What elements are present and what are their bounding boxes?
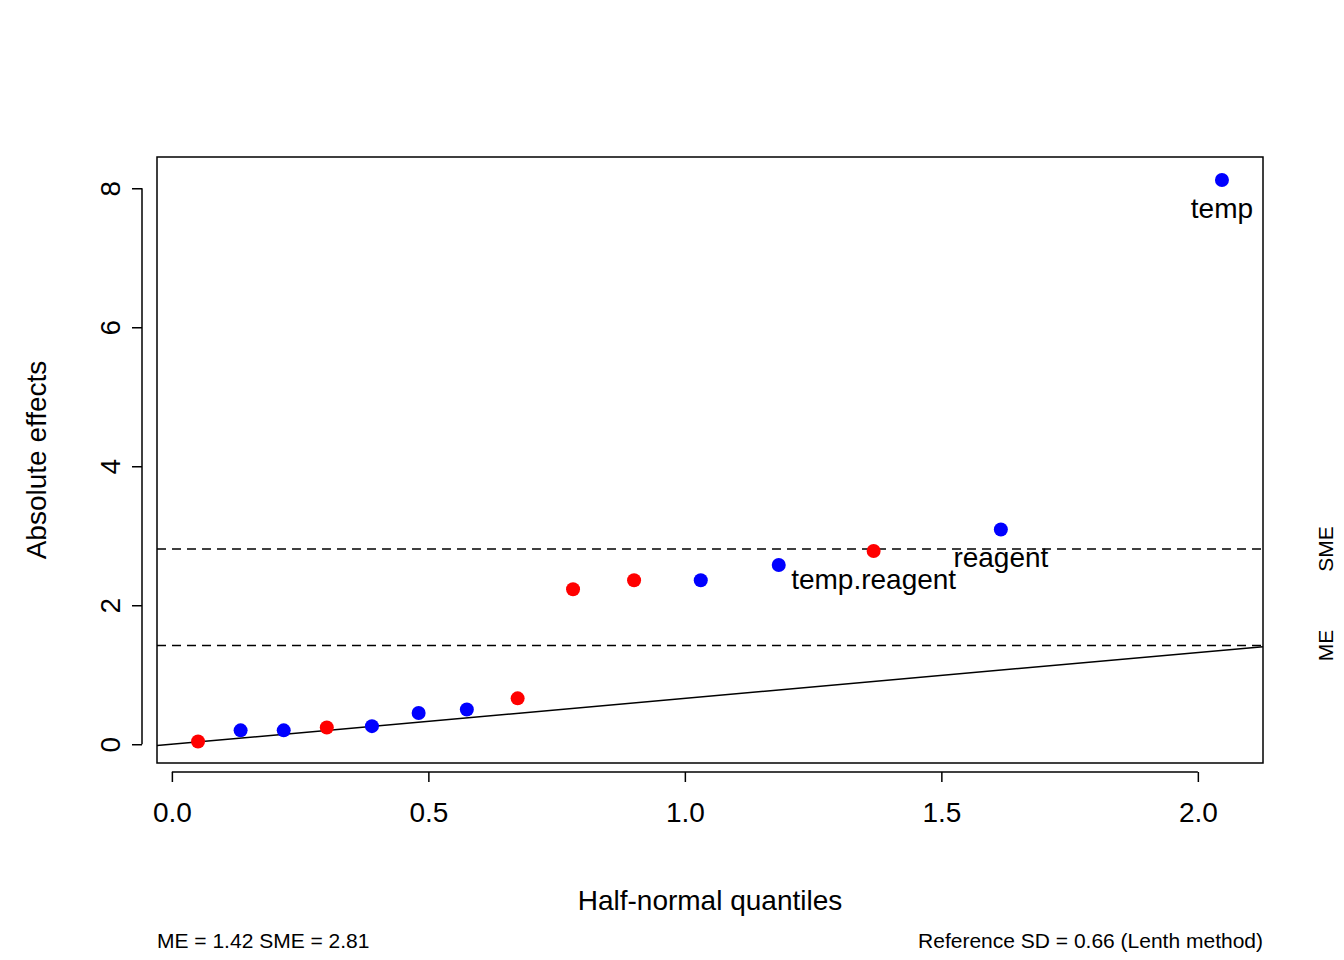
y-tick-label: 0 — [95, 737, 126, 753]
x-tick-mark — [685, 772, 687, 782]
effect-point — [772, 558, 786, 572]
x-tick-label: 0.0 — [153, 797, 192, 828]
x-axis: 0.0 0.5 1.0 1.5 2.0 — [153, 772, 1218, 828]
plot-area — [157, 173, 1263, 749]
effect-point — [277, 723, 291, 737]
effect-point — [365, 719, 379, 733]
y-tick-label: 4 — [95, 459, 126, 475]
footnote: ME = 1.42 SME = 2.81 — [157, 929, 369, 952]
y-tick-label: 8 — [95, 181, 126, 197]
x-tick-mark — [428, 772, 430, 782]
y-tick: 8 — [95, 181, 143, 197]
effect-point — [627, 573, 641, 587]
effect-point — [191, 734, 205, 748]
y-tick-mark — [132, 744, 142, 746]
y-tick: 0 — [95, 737, 143, 753]
threshold-label: ME — [1314, 630, 1337, 662]
reference-line — [157, 647, 1263, 746]
threshold-line — [157, 548, 1263, 550]
y-tick: 2 — [95, 598, 143, 614]
plot-frame — [157, 157, 1263, 763]
point-label: temp.reagent — [791, 564, 956, 595]
y-tick-mark — [132, 605, 142, 607]
y-tick: 4 — [95, 459, 143, 475]
x-tick-label: 1.0 — [666, 797, 705, 828]
x-tick-mark — [172, 772, 174, 782]
effect-point — [412, 706, 426, 720]
effect-point — [566, 582, 580, 596]
effect-point — [1215, 173, 1229, 187]
x-tick: 0.0 — [153, 772, 192, 828]
threshold-line — [157, 645, 1263, 647]
effect-point — [867, 544, 881, 558]
effect-point — [511, 691, 525, 705]
y-tick-mark — [132, 466, 142, 468]
effect-point — [994, 522, 1008, 536]
x-tick-mark — [941, 772, 943, 782]
effect-point — [460, 702, 474, 716]
x-tick-label: 1.5 — [922, 797, 961, 828]
y-axis-title: Absolute effects — [21, 361, 52, 560]
y-tick-label: 2 — [95, 598, 126, 614]
y-axis: 0 2 4 6 8 — [95, 181, 143, 753]
effect-point — [320, 721, 334, 735]
point-label: temp — [1191, 193, 1253, 224]
threshold-label: SME — [1314, 526, 1337, 572]
chart: 0.0 0.5 1.0 1.5 2.0 0 2 4 6 8 Half-normal quantile… — [0, 0, 1344, 960]
y-tick-mark — [132, 188, 142, 190]
x-tick: 0.5 — [409, 772, 448, 828]
effect-point — [694, 573, 708, 587]
footnote: Reference SD = 0.66 (Lenth method) — [918, 929, 1263, 952]
x-tick: 1.5 — [922, 772, 961, 828]
x-tick-label: 0.5 — [409, 797, 448, 828]
y-tick-mark — [132, 327, 142, 329]
x-tick: 1.0 — [666, 772, 705, 828]
x-tick-label: 2.0 — [1179, 797, 1218, 828]
x-axis-title: Half-normal quantiles — [578, 885, 843, 916]
point-label: reagent — [953, 542, 1048, 573]
x-tick-mark — [1198, 772, 1200, 782]
y-tick-label: 6 — [95, 320, 126, 336]
effect-point — [234, 723, 248, 737]
y-tick: 6 — [95, 320, 143, 336]
x-tick: 2.0 — [1179, 772, 1218, 828]
